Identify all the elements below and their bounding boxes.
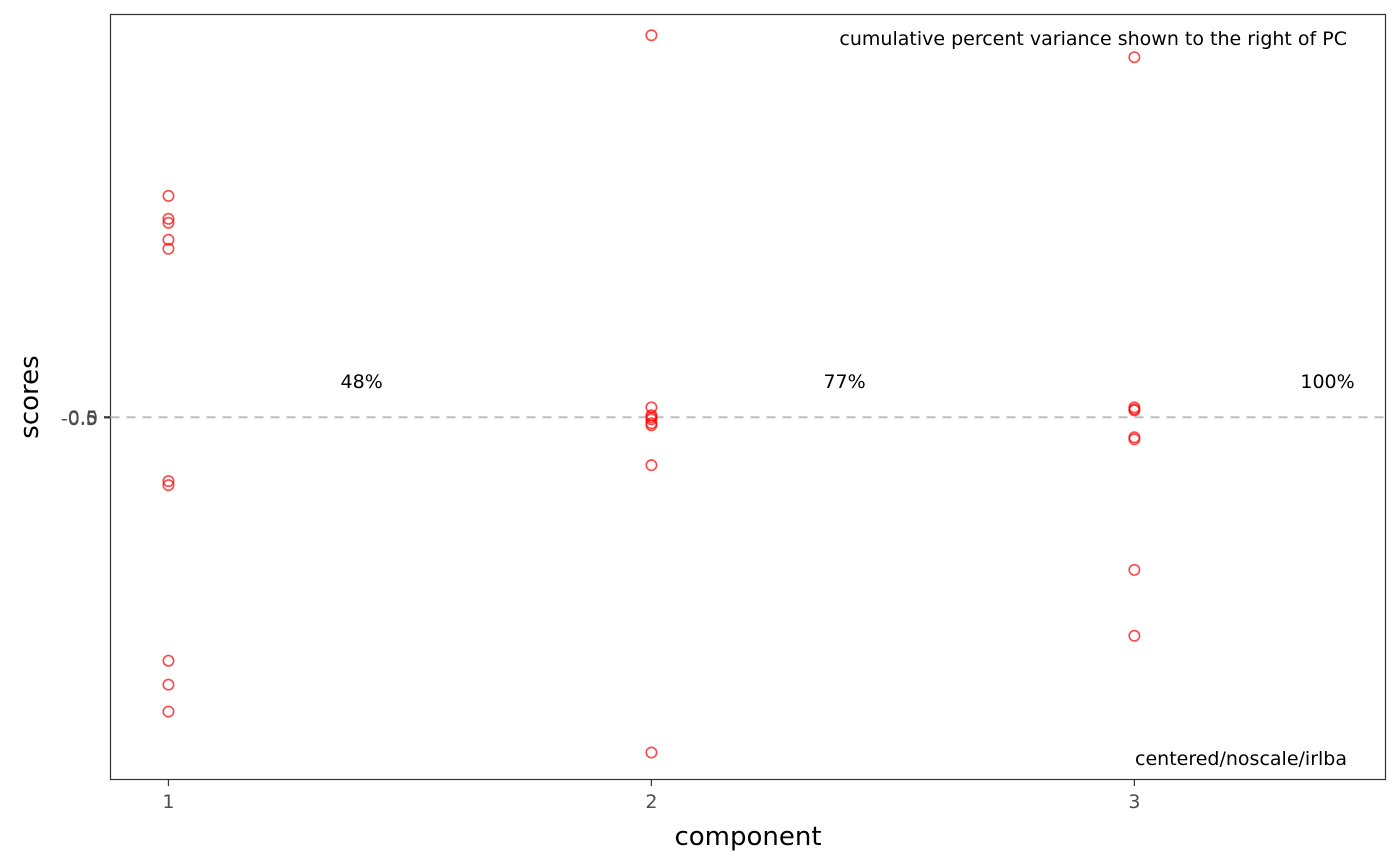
x-axis-title: component	[674, 822, 821, 852]
x-axis-ticks: 1 2 3	[162, 780, 1140, 813]
y-axis-ticks: 0.50.0-0.5	[61, 407, 110, 430]
x-tick-label: 2	[645, 791, 657, 813]
variance-label: 100%	[1300, 371, 1354, 393]
y-axis-title: scores	[15, 355, 45, 438]
x-tick-label: 3	[1128, 791, 1140, 813]
x-tick-label: 1	[162, 791, 174, 813]
annotation-bottom: centered/noscale/irlba	[1135, 748, 1347, 770]
y-tick-label: -0.5	[61, 408, 98, 430]
annotation-top: cumulative percent variance shown to the…	[839, 28, 1347, 50]
panel-border	[111, 15, 1386, 780]
variance-label: 77%	[823, 371, 865, 393]
variance-label: 48%	[341, 371, 383, 393]
